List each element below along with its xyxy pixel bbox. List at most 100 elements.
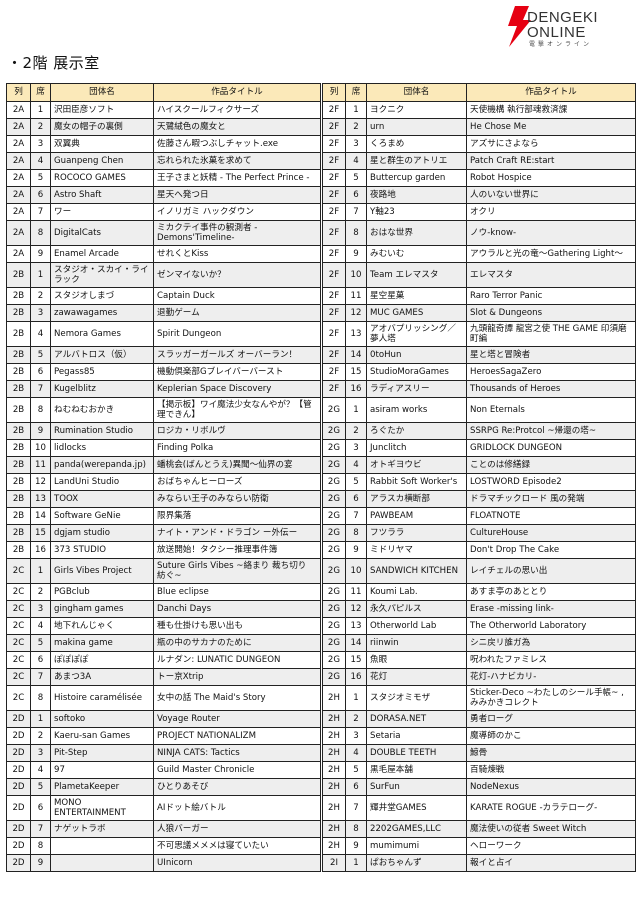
cell-group: Kugelblitz (50, 380, 154, 398)
cell-title: Voyage Router (153, 710, 322, 728)
cell-seat: 4 (30, 761, 51, 779)
cell-group: ROCOCO GAMES (50, 169, 154, 187)
cell-col: 2C (6, 558, 31, 584)
cell-title: 放送開始！タクシー推理事件簿 (153, 541, 322, 559)
table-row: 2D 7 ナゲットラボ 人狼バーガー 2H 8 2202GAMES,LLC 魔法使いの従者 S… (6, 820, 636, 838)
cell-seat: 1 (345, 397, 367, 423)
cell-group: Team エレマスタ (366, 262, 467, 288)
cell-col: 2G (320, 583, 346, 601)
table-row: 2C 7 あまつ3A トー京Xtrip 2G 16 花灯 花灯-ハナビカリ- (6, 668, 636, 686)
cell-group: ミドリヤマ (366, 541, 467, 559)
table-row: 2C 4 地下れんじゃく 種も仕掛けも思い出も 2G 13 Otherworld Lab Th… (6, 617, 636, 635)
cell-col: 2B (6, 490, 31, 508)
table-row: 2D 2 Kaeru-san Games PROJECT NATIONALIZM 2H 3… (6, 727, 636, 745)
cell-col: 2F (320, 135, 346, 153)
cell-col: 2H (320, 795, 346, 821)
cell-group: 地下れんじゃく (50, 617, 154, 635)
cell-seat: 2 (345, 118, 367, 136)
cell-group: Nemora Games (50, 321, 154, 347)
cell-group: Histoire caramélisée (50, 685, 154, 711)
header-seat: 席 (30, 83, 51, 102)
cell-group: 永久パピルス (366, 600, 467, 618)
cell-group: おはな世界 (366, 220, 467, 246)
cell-seat: 1 (30, 558, 51, 584)
cell-group: ヨクニク (366, 101, 467, 119)
cell-group: Enamel Arcade (50, 245, 154, 263)
cell-seat: 5 (30, 169, 51, 187)
cell-group: makina game (50, 634, 154, 652)
cell-group: Buttercup garden (366, 169, 467, 187)
cell-group: DigitalCats (50, 220, 154, 246)
cell-col: 2D (6, 761, 31, 779)
cell-col: 2C (6, 685, 31, 711)
cell-title: 天使機構 執行部魂救済課 (466, 101, 636, 119)
cell-seat: 1 (30, 710, 51, 728)
svg-text:ONLINE: ONLINE (527, 24, 586, 41)
cell-title: Robot Hospice (466, 169, 636, 187)
cell-seat: 4 (345, 152, 367, 170)
cell-seat: 1 (30, 101, 51, 119)
page-title: ・2階 展示室 (7, 54, 100, 72)
cell-title: 忘れられた氷菓を求めて (153, 152, 322, 170)
table-row: 2C 2 PGBclub Blue eclipse 2G 11 Koumi Lab. あすま亭… (6, 583, 636, 601)
table-row: 2D 8 不可思議メメメは寝ていたい 2H 9 mumimumi ヘローワーク (6, 837, 636, 855)
cell-group: Pegass85 (50, 363, 154, 381)
cell-col: 2G (320, 490, 346, 508)
cell-group: 星と群生のアトリエ (366, 152, 467, 170)
cell-seat: 2 (30, 287, 51, 305)
cell-col: 2A (6, 152, 31, 170)
cell-title: エレマスタ (466, 262, 636, 288)
cell-group: softoko (50, 710, 154, 728)
cell-col: 2F (320, 321, 346, 347)
cell-title: Blue eclipse (153, 583, 322, 601)
cell-title: 女中の話 The Maid's Story (153, 685, 322, 711)
table-row: 2B 15 dgjam studio ナイト・アンド・ドラゴン ー外伝ー 2G 8 フツララ… (6, 524, 636, 542)
cell-col: 2F (320, 346, 346, 364)
cell-title: He Chose Me (466, 118, 636, 136)
cell-seat: 16 (30, 541, 51, 559)
cell-group: アルバトロス（仮） (50, 346, 154, 364)
cell-col: 2G (320, 668, 346, 686)
cell-seat: 15 (345, 363, 367, 381)
cell-col: 2B (6, 287, 31, 305)
table-row: 2A 8 DigitalCats ミカクテイ事件の観測者 -Demons'Timeli… (6, 220, 636, 246)
table-row: 2C 3 gingham games Danchi Days 2G 12 永久パピルス Era… (6, 600, 636, 618)
table-row: 2B 9 Rumination Studio ロジカ・リボルヴ 2G 2 ろぐたか SSRPG… (6, 422, 636, 440)
cell-title: 鯨骨 (466, 744, 636, 762)
table-row: 2B 14 Software GeNie 限界集落 2G 7 PAWBEAM FLOATNOT… (6, 507, 636, 525)
table-row: 2C 1 Girls Vibes Project Suture Girls Vibes… (6, 558, 636, 584)
table-row: 2B 7 Kugelblitz Keplerian Space Discovery 2F… (6, 380, 636, 398)
cell-seat: 7 (345, 795, 367, 821)
table-row: 2D 1 softoko Voyage Router 2H 2 DORASA.NET 勇者ロー… (6, 710, 636, 728)
cell-group: Rumination Studio (50, 422, 154, 440)
cell-title: Suture Girls Vibes ~絡まり 裁ち切り 紡ぐ~ (153, 558, 322, 584)
cell-seat: 9 (30, 854, 51, 872)
header-seat: 席 (345, 83, 367, 102)
cell-group: 97 (50, 761, 154, 779)
cell-title: 機動倶楽部Gブレイバーバースト (153, 363, 322, 381)
cell-group: ぱおちゃんず (366, 854, 467, 872)
cell-title: Danchi Days (153, 600, 322, 618)
cell-title: Thousands of Heroes (466, 380, 636, 398)
table-row: 2C 5 makina game 瓶の中のサカナのために 2G 14 riinwin シニ戻リ… (6, 634, 636, 652)
cell-group: 輝井堂GAMES (366, 795, 467, 821)
cell-col: 2G (320, 634, 346, 652)
cell-col: 2F (320, 380, 346, 398)
cell-group: 黒毛屋本舗 (366, 761, 467, 779)
cell-group: TOOX (50, 490, 154, 508)
table-row: 2D 3 Pit-Step NINJA CATS: Tactics 2H 4 DOUBLE … (6, 744, 636, 762)
cell-title: ことのは修繕録 (466, 456, 636, 474)
cell-title: 限界集落 (153, 507, 322, 525)
cell-col: 2A (6, 118, 31, 136)
cell-col: 2B (6, 321, 31, 347)
cell-col: 2G (320, 558, 346, 584)
cell-title: 佐藤さん暇つぶしチャット.exe (153, 135, 322, 153)
cell-title: 百騎煉戦 (466, 761, 636, 779)
cell-col: 2B (6, 397, 31, 423)
cell-seat: 2 (30, 118, 51, 136)
cell-title: AIドット絵バトル (153, 795, 322, 821)
table-row: 2B 4 Nemora Games Spirit Dungeon 2F 13 アオバプリッシ… (6, 321, 636, 347)
cell-seat: 3 (30, 135, 51, 153)
table-row: 2A 1 沢田臣彦ソフト ハイスクールフィクサーズ 2F 1 ヨクニク 天使機構 執行部魂救済… (6, 101, 636, 119)
cell-title: 蟠桃会(ばんとうえ)異聞〜仙界の宴 (153, 456, 322, 474)
